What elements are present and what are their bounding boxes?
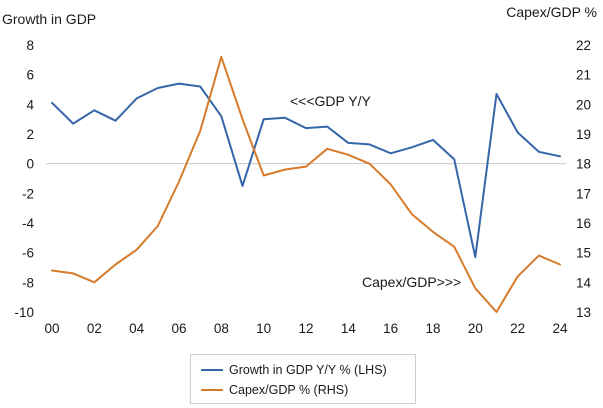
right-tick-label: 17 bbox=[576, 186, 591, 201]
x-tick-label: 18 bbox=[425, 321, 440, 336]
right-tick-label: 19 bbox=[576, 127, 591, 142]
right-axis-title: Capex/GDP % bbox=[506, 4, 597, 20]
right-tick-label: 13 bbox=[576, 305, 591, 320]
right-tick-label: 20 bbox=[576, 97, 591, 112]
x-tick-label: 22 bbox=[510, 321, 525, 336]
right-tick-label: 21 bbox=[576, 68, 591, 83]
x-tick-label: 04 bbox=[129, 321, 145, 336]
left-tick-label: -8 bbox=[22, 275, 34, 290]
legend-item-gdp: Growth in GDP Y/Y % (LHS) bbox=[201, 362, 387, 378]
capex-annotation: Capex/GDP>>> bbox=[362, 274, 461, 290]
x-tick-label: 10 bbox=[256, 321, 271, 336]
left-tick-label: -2 bbox=[22, 186, 34, 201]
left-tick-label: -10 bbox=[14, 305, 34, 320]
x-tick-label: 06 bbox=[171, 321, 186, 336]
left-tick-label: -6 bbox=[22, 246, 34, 261]
right-tick-label: 22 bbox=[576, 38, 591, 53]
x-tick-label: 12 bbox=[298, 321, 313, 336]
gdp-growth-line bbox=[51, 82, 561, 259]
left-axis-ticks: 8 6 4 2 0 -2 -4 -6 -8 -10 bbox=[14, 38, 34, 320]
left-tick-label: 2 bbox=[26, 127, 34, 142]
legend-item-capex: Capex/GDP % (RHS) bbox=[201, 382, 348, 398]
right-tick-label: 16 bbox=[576, 216, 591, 231]
x-tick-label: 16 bbox=[383, 321, 398, 336]
left-axis-title: Growth in GDP bbox=[2, 11, 97, 27]
x-tick-label: 24 bbox=[552, 321, 568, 336]
x-axis-ticks: 00 02 04 06 08 10 12 14 16 18 20 22 24 bbox=[44, 321, 568, 336]
x-tick-label: 00 bbox=[44, 321, 59, 336]
left-tick-label: 0 bbox=[26, 157, 34, 172]
legend: Growth in GDP Y/Y % (LHS) Capex/GDP % (R… bbox=[190, 354, 416, 404]
series-lines bbox=[51, 55, 561, 313]
right-axis-ticks: 22 21 20 19 18 17 16 15 14 13 bbox=[576, 38, 592, 320]
left-tick-label: 6 bbox=[26, 68, 34, 83]
right-tick-label: 14 bbox=[576, 275, 592, 290]
x-tick-label: 02 bbox=[87, 321, 102, 336]
left-tick-label: 8 bbox=[26, 38, 34, 53]
legend-label-capex: Capex/GDP % (RHS) bbox=[229, 383, 349, 397]
left-tick-label: 4 bbox=[26, 97, 34, 112]
right-tick-label: 18 bbox=[576, 157, 591, 172]
capex-gdp-line bbox=[51, 55, 561, 313]
x-tick-label: 20 bbox=[468, 321, 483, 336]
left-tick-label: -4 bbox=[22, 216, 34, 231]
x-tick-label: 08 bbox=[214, 321, 229, 336]
legend-swatch-capex bbox=[201, 389, 223, 391]
legend-label-gdp: Growth in GDP Y/Y % (LHS) bbox=[229, 363, 387, 377]
gdp-annotation: <<<GDP Y/Y bbox=[290, 93, 371, 109]
legend-swatch-gdp bbox=[201, 369, 223, 371]
right-tick-label: 15 bbox=[576, 246, 591, 261]
x-tick-label: 14 bbox=[341, 321, 357, 336]
